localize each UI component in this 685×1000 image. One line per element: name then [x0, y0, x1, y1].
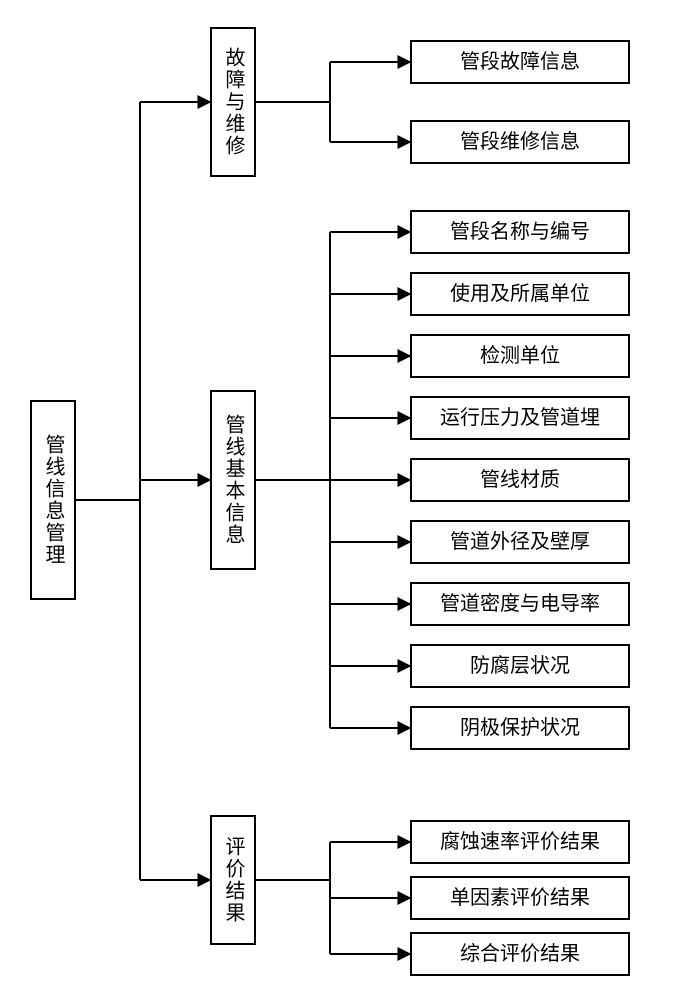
leaf-label: 防腐层状况 [470, 654, 570, 678]
root-label: 管线信息管理 [41, 434, 65, 566]
leaf-label: 阴极保护状况 [460, 716, 580, 740]
leaf-label: 检测单位 [480, 344, 560, 368]
root-node: 管线信息管理 [30, 400, 76, 600]
mid-node-result: 评价结果 [210, 815, 256, 945]
leaf-label: 单因素评价结果 [450, 886, 590, 910]
leaf-node: 管段维修信息 [410, 120, 630, 164]
leaf-node: 防腐层状况 [410, 644, 630, 688]
leaf-label: 管道密度与电导率 [440, 592, 600, 616]
leaf-label: 管段名称与编号 [450, 220, 590, 244]
mid-node-fault: 故障与维修 [210, 27, 256, 177]
leaf-node: 腐蚀速率评价结果 [410, 820, 630, 864]
leaf-node: 管段故障信息 [410, 40, 630, 84]
diagram-canvas: 管线信息管理 故障与维修管线基本信息评价结果 管段故障信息管段维修信息管段名称与编… [0, 0, 685, 1000]
leaf-node: 阴极保护状况 [410, 706, 630, 750]
leaf-node: 综合评价结果 [410, 932, 630, 976]
mid-node-basic: 管线基本信息 [210, 390, 256, 570]
leaf-node: 检测单位 [410, 334, 630, 378]
leaf-label: 综合评价结果 [460, 942, 580, 966]
leaf-label: 管段维修信息 [460, 130, 580, 154]
leaf-node: 管道外径及壁厚 [410, 520, 630, 564]
leaf-node: 管道密度与电导率 [410, 582, 630, 626]
leaf-node: 使用及所属单位 [410, 272, 630, 316]
leaf-node: 管段名称与编号 [410, 210, 630, 254]
leaf-node: 管线材质 [410, 458, 630, 502]
leaf-label: 管线材质 [480, 468, 560, 492]
leaf-node: 运行压力及管道埋 [410, 396, 630, 440]
leaf-label: 管道外径及壁厚 [450, 530, 590, 554]
mid-label: 管线基本信息 [221, 414, 245, 546]
leaf-label: 使用及所属单位 [450, 282, 590, 306]
leaf-label: 管段故障信息 [460, 50, 580, 74]
leaf-node: 单因素评价结果 [410, 876, 630, 920]
mid-label: 评价结果 [221, 836, 245, 924]
mid-label: 故障与维修 [221, 47, 245, 157]
leaf-label: 运行压力及管道埋 [440, 406, 600, 430]
leaf-label: 腐蚀速率评价结果 [440, 830, 600, 854]
